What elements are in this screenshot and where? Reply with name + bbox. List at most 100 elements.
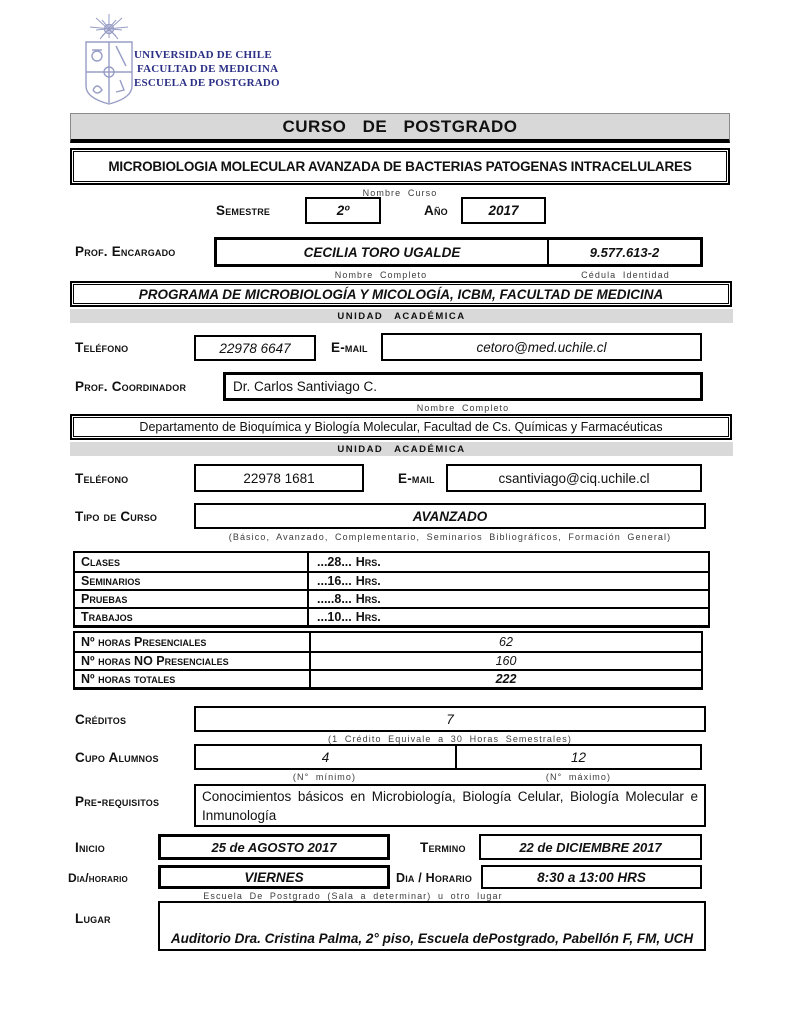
cupo-minimo-caption: (N° mínimo) — [292, 772, 357, 782]
horas-resumen-table: Nº horas Presenciales 62 Nº horas NO Pre… — [73, 631, 703, 690]
semestre-field: 2º — [305, 197, 381, 224]
lugar-field: Auditorio Dra. Cristina Palma, 2° piso, … — [158, 901, 706, 951]
table-row-label: Pruebas — [75, 589, 307, 607]
inicio-field: 25 de AGOSTO 2017 — [158, 834, 390, 860]
hrs-unit: Hrs. — [355, 574, 381, 588]
tipo-curso-field: AVANZADO — [194, 503, 706, 529]
cupo-alumnos-field: 4 12 — [194, 744, 702, 770]
termino-value: 22 de DICIEMBRE 2017 — [519, 839, 662, 855]
uchile-crest-icon — [85, 14, 133, 105]
email-field-2: csantiviago@ciq.uchile.cl — [446, 464, 702, 492]
inicio-label: Inicio — [75, 839, 105, 855]
table-row-label: Trabajos — [75, 607, 307, 625]
prerequisitos-label: Pre-requisitos — [75, 793, 160, 809]
form-title: CURSO DE POSTGRADO — [282, 116, 518, 136]
dia-horario-label-2: Dia / Horario — [396, 870, 473, 885]
prof-coordinador-nombre: Dr. Carlos Santiviago C. — [233, 379, 378, 394]
prof-encargado-cedula: 9.577.613-2 — [547, 240, 700, 264]
cupo-maximo-caption: (N° máximo) — [545, 772, 612, 782]
creditos-caption: (1 Crédito Equivale a 30 Horas Semestral… — [328, 734, 572, 744]
unidad-academica-bar-1-label: UNIDAD ACADÉMICA — [337, 310, 466, 322]
cupo-minimo-value: 4 — [321, 749, 330, 765]
table-row-value: 222 — [309, 669, 701, 687]
dia-horario-label-1: Dia/horario — [68, 870, 128, 885]
letterhead-line-2: FACULTAD DE MEDICINA — [137, 63, 279, 75]
unidad-academica-2: Departamento de Bioquímica y Biología Mo… — [139, 420, 663, 434]
hrs-value: ...10... — [317, 610, 352, 624]
email-field-1: cetoro@med.uchile.cl — [381, 333, 702, 361]
anio-field: 2017 — [461, 197, 546, 224]
hrs-value: .....8... — [317, 592, 352, 606]
prof-coordinador-label: Prof. Coordinador — [75, 379, 187, 394]
course-name: MICROBIOLOGIA MOLECULAR AVANZADA DE BACT… — [108, 159, 692, 174]
creditos-field: 7 — [194, 706, 706, 732]
telefono-field-1: 22978 6647 — [194, 335, 316, 361]
hrs-value: ...28... — [317, 555, 352, 569]
table-row-label: Nº horas totales — [75, 669, 309, 687]
prof-encargado-label: Prof. Encargado — [75, 244, 176, 259]
unidad-academica-bar-2-label: UNIDAD ACADÉMICA — [337, 443, 466, 455]
course-name-field: MICROBIOLOGIA MOLECULAR AVANZADA DE BACT… — [70, 148, 730, 185]
anio-value: 2017 — [488, 203, 519, 218]
nombre-completo-caption-2: Nombre Completo — [416, 403, 510, 413]
lugar-value: Auditorio Dra. Cristina Palma, 2° piso, … — [170, 931, 694, 946]
tipo-curso-value: AVANZADO — [412, 508, 488, 524]
lugar-caption: Escuela De Postgrado (Sala a determinar)… — [203, 891, 503, 901]
table-row-value: 62 — [309, 633, 701, 651]
hrs-value: ...16... — [317, 574, 352, 588]
horas-actividades-table: Clases ...28... Hrs. Seminarios ...16...… — [73, 551, 710, 628]
horario-field: 8:30 a 13:00 HRS — [481, 865, 702, 889]
unidad-academica-field-1: PROGRAMA DE MICROBIOLOGÍA Y MICOLOGÍA, I… — [70, 281, 732, 307]
inicio-value: 25 de AGOSTO 2017 — [211, 839, 337, 855]
prerequisitos-field: Conocimientos básicos en Microbiología, … — [194, 784, 706, 827]
termino-label: Termino — [420, 839, 466, 855]
telefono-value-2: 22978 1681 — [243, 470, 315, 486]
cupo-maximo-value: 12 — [455, 746, 700, 768]
lugar-label: Lugar — [75, 910, 111, 926]
cedula-caption: Cédula Identidad — [581, 270, 670, 280]
semestre-label: Semestre — [216, 203, 271, 218]
letterhead-text: UNIVERSIDAD DE CHILE FACULTAD DE MEDICIN… — [134, 48, 280, 90]
creditos-value: 7 — [446, 711, 454, 727]
termino-field: 22 de DICIEMBRE 2017 — [479, 834, 702, 860]
letterhead-line-1: UNIVERSIDAD DE CHILE — [134, 49, 272, 61]
table-row-value: ...28... Hrs. — [307, 553, 708, 571]
table-row-label: Clases — [81, 555, 121, 569]
prerequisitos-value: Conocimientos básicos en Microbiología, … — [202, 789, 698, 823]
course-name-caption: Nombre Curso — [362, 188, 438, 198]
email-value-2: csantiviago@ciq.uchile.cl — [498, 470, 650, 486]
email-label-2: E-mail — [398, 470, 435, 486]
nombre-completo-caption-1: Nombre Completo — [334, 270, 428, 280]
unidad-academica-field-2: Departamento de Bioquímica y Biología Mo… — [70, 414, 732, 440]
hrs-unit: Hrs. — [355, 610, 381, 624]
telefono-value-1: 22978 6647 — [219, 340, 291, 356]
telefono-label-2: Teléfono — [75, 470, 129, 486]
cupo-alumnos-label: Cupo Alumnos — [75, 749, 159, 765]
creditos-label: Créditos — [75, 711, 127, 727]
tipo-curso-label: Tipo de Curso — [75, 508, 158, 524]
table-row-value: 160 — [309, 651, 701, 669]
table-row-value: ...16... Hrs. — [307, 571, 708, 589]
dia-field: VIERNES — [158, 865, 390, 889]
telefono-field-2: 22978 1681 — [194, 464, 364, 492]
hrs-unit: Hrs. — [355, 592, 381, 606]
dia-value: VIERNES — [244, 869, 304, 885]
table-row-value: .....8... Hrs. — [307, 589, 708, 607]
prof-encargado-field: CECILIA TORO UGALDE 9.577.613-2 — [214, 237, 703, 267]
anio-label: Año — [424, 203, 448, 218]
table-row-value: ...10... Hrs. — [307, 607, 708, 625]
unidad-academica-1: PROGRAMA DE MICROBIOLOGÍA Y MICOLOGÍA, I… — [138, 286, 664, 302]
hrs-unit: Hrs. — [355, 555, 381, 569]
table-row-label: Nº horas NO Presenciales — [75, 651, 309, 669]
telefono-label-1: Teléfono — [75, 340, 129, 355]
email-label-1: E-mail — [331, 340, 368, 355]
prof-encargado-nombre: CECILIA TORO UGALDE — [303, 244, 461, 260]
letterhead-line-3: ESCUELA DE POSTGRADO — [134, 77, 280, 89]
tipo-curso-caption: (Básico, Avanzado, Complementario, Semin… — [228, 532, 672, 542]
unidad-academica-bar-2: UNIDAD ACADÉMICA — [70, 442, 733, 456]
table-row-label: Seminarios — [75, 571, 307, 589]
email-value-1: cetoro@med.uchile.cl — [476, 339, 607, 355]
semestre-value: 2º — [336, 203, 350, 218]
form-title-bar: CURSO DE POSTGRADO — [70, 113, 730, 143]
